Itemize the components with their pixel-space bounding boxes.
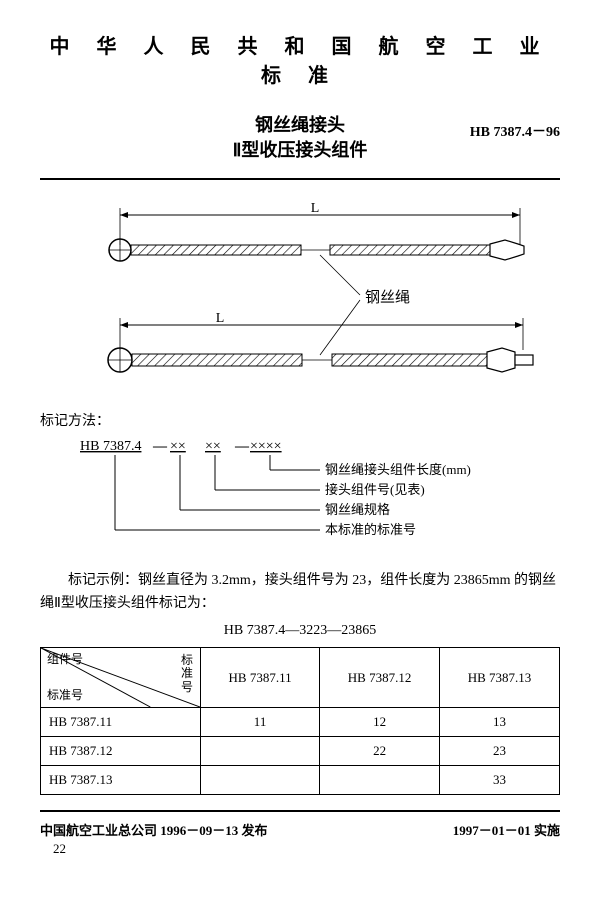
page-header: 中 华 人 民 共 和 国 航 空 工 业 标 准 <box>40 30 560 88</box>
technical-diagram: L 钢丝绳 L <box>40 200 560 395</box>
col-header: HB 7387.12 <box>320 648 440 708</box>
divider-top <box>40 178 560 180</box>
subtitle-line1: 钢丝绳接头 <box>233 113 368 138</box>
col-header: HB 7387.13 <box>440 648 560 708</box>
component-table: 组件号 标准号 标准号 HB 7387.11 HB 7387.12 HB 738… <box>40 647 560 795</box>
dim-L-bottom: L <box>216 311 225 326</box>
svg-text:钢丝绳规格: 钢丝绳规格 <box>325 502 390 517</box>
table-row: HB 7387.13 33 <box>41 766 560 795</box>
svg-text:HB 7387.4: HB 7387.4 <box>80 439 141 454</box>
svg-text:××: ×× <box>170 439 186 454</box>
marking-title: 标记方法： <box>40 410 560 430</box>
example-text: 标记示例：钢丝直径为 3.2mm，接头组件号为 23，组件长度为 23865mm… <box>40 570 560 615</box>
marking-method: 标记方法： HB 7387.4 — ×× ×× — ×××× 钢丝绳接头组件长度… <box>40 410 560 560</box>
svg-text:××: ×× <box>205 439 221 454</box>
table-row: HB 7387.11 11 12 13 <box>41 708 560 737</box>
svg-text:—: — <box>234 439 250 454</box>
subtitle-line2: Ⅱ型收压接头组件 <box>233 138 368 163</box>
table-row: HB 7387.12 22 23 <box>41 737 560 766</box>
example-code: HB 7387.4—3223—23865 <box>40 623 560 639</box>
footer-left: 中国航空工业总公司 1996－09－13 发布 <box>40 820 268 839</box>
svg-text:—: — <box>152 439 168 454</box>
page-number: 22 <box>40 841 560 857</box>
svg-text:××××: ×××× <box>250 439 282 454</box>
standard-code: HB 7387.4－96 <box>470 121 560 141</box>
sub-header: 钢丝绳接头 Ⅱ型收压接头组件 HB 7387.4－96 <box>40 113 560 163</box>
svg-text:接头组件号(见表): 接头组件号(见表) <box>325 482 425 497</box>
svg-text:钢丝绳接头组件长度(mm): 钢丝绳接头组件长度(mm) <box>325 462 471 477</box>
footer: 中国航空工业总公司 1996－09－13 发布 1997－01－01 实施 <box>40 810 560 839</box>
col-header: HB 7387.11 <box>201 648 320 708</box>
footer-right: 1997－01－01 实施 <box>453 820 560 839</box>
svg-text:本标准的标准号: 本标准的标准号 <box>325 522 416 537</box>
dim-L-top: L <box>311 201 320 216</box>
cable-label: 钢丝绳 <box>365 289 410 306</box>
